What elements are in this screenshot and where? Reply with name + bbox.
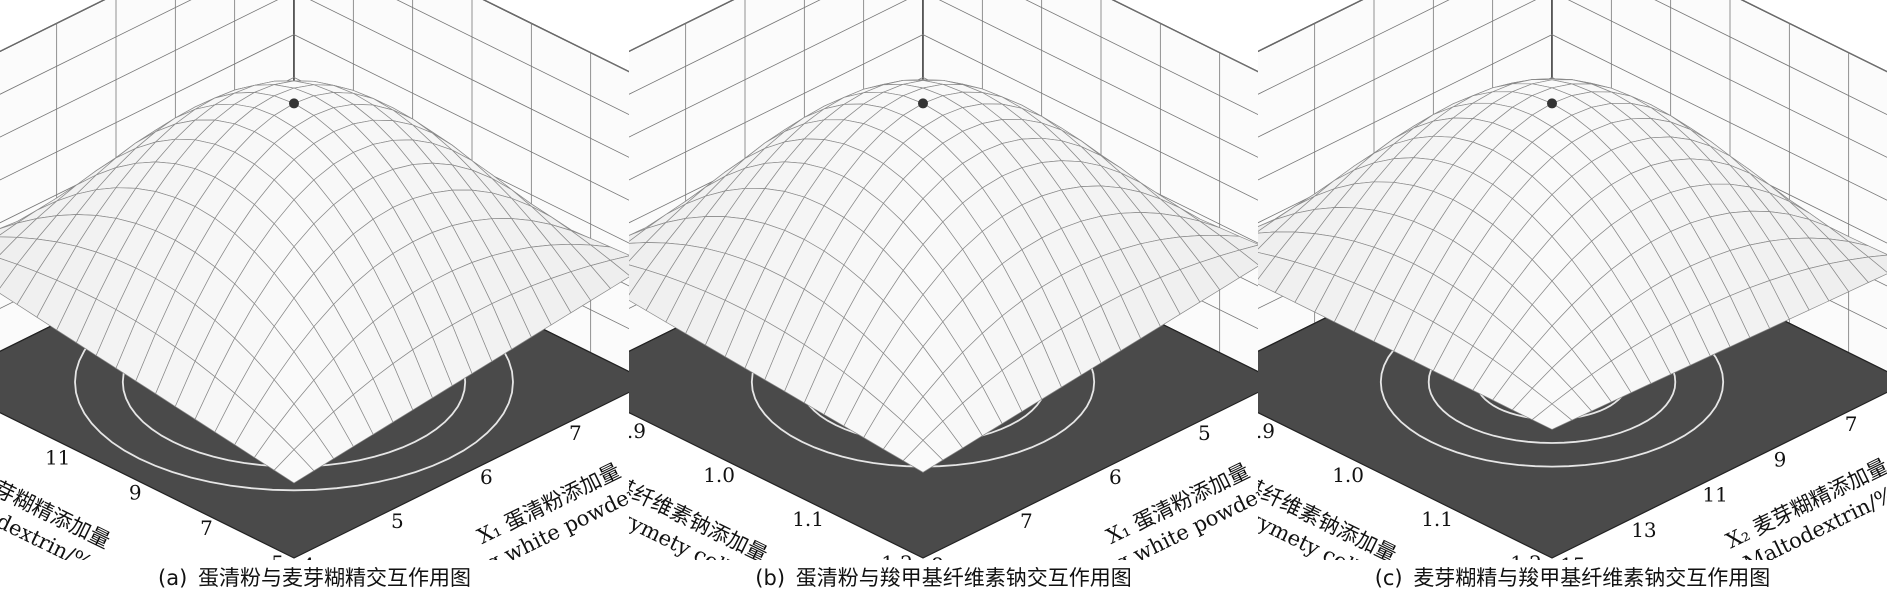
right-axis-tick-label: 7	[569, 421, 582, 445]
wall-grid-line	[1258, 34, 1887, 201]
left-axis-tick-label: 1.2	[1510, 551, 1542, 560]
right-axis-tick-label: 4	[302, 553, 315, 560]
left-axis-tick-label: 1.1	[1421, 507, 1453, 531]
left-axis-tick-label: 11	[45, 445, 70, 469]
left-axis-tick-label: 9	[129, 481, 142, 505]
left-axis-tick-label: 0.9	[1258, 419, 1275, 443]
wall-grid-line	[629, 0, 1258, 115]
response-surface	[629, 79, 1258, 473]
wall-grid-line	[1258, 0, 1887, 115]
caption-c-text: 麦芽糊精与羧甲基纤维素钠交互作用图	[1413, 566, 1771, 590]
wall-grid-line	[1258, 0, 1887, 158]
caption-b: (b) 蛋清粉与羧甲基纤维素钠交互作用图	[629, 562, 1258, 592]
wall-grid-line	[0, 0, 629, 158]
right-axis-tick-label: 6	[1109, 465, 1122, 489]
chart-panel-a: 82848688909294泡沫稳定性Foam stability/%15131…	[0, 0, 629, 600]
wall-grid-line	[0, 0, 629, 73]
left-axis-tick-label: 1.1	[792, 507, 824, 531]
surface-patch	[273, 449, 315, 484]
caption-c: (c) 麦芽糊精与羧甲基纤维素钠交互作用图	[1258, 562, 1887, 592]
right-axis-tick-label: 7	[1020, 509, 1033, 533]
surface-peak-point	[1547, 98, 1557, 109]
chart-panel-c: 82848688909294泡沫稳定性Foam stability/%0.80.…	[1258, 0, 1887, 600]
right-axis-tick-label: 5	[391, 509, 404, 533]
right-axis-tick-label: 13	[1631, 518, 1656, 542]
wall-grid-line	[0, 76, 629, 244]
caption-b-text: 蛋清粉与羧甲基纤维素钠交互作用图	[795, 566, 1132, 590]
wall-grid-line	[629, 0, 1258, 158]
right-axis-label: X₂ 麦芽糊精添加量Maltodextrin/%	[1722, 454, 1887, 560]
left-axis-tick-label: 5	[271, 551, 284, 560]
response-surface	[1258, 78, 1887, 430]
surface-peak-point	[918, 98, 928, 109]
wall-grid-line	[629, 34, 1258, 201]
caption-a-text: 蛋清粉与麦芽糊精交互作用图	[197, 566, 471, 590]
surface-peak-point	[289, 98, 299, 109]
chart-b-svg: 82848688909294泡沫稳定性Foam stability/%0.80.…	[629, 0, 1258, 560]
left-axis-label: X₂ 麦芽糊精添加量Maltodextrin/%	[0, 454, 114, 560]
left-axis-tick-label: 1.2	[881, 551, 913, 560]
chart-panel-b: 82848688909294泡沫稳定性Foam stability/%0.80.…	[629, 0, 1258, 600]
right-axis-tick-label: 15	[1560, 553, 1585, 560]
left-axis-tick-label: 1.0	[703, 463, 735, 487]
right-axis-tick-label: 8	[931, 553, 944, 560]
left-axis-tick-label: 0.9	[629, 419, 646, 443]
surface-patch	[1531, 403, 1573, 430]
right-axis-tick-label: 6	[480, 465, 493, 489]
right-axis-tick-label: 9	[1774, 447, 1787, 471]
left-axis-tick-label: 1.0	[1332, 463, 1364, 487]
right-axis-tick-label: 11	[1702, 483, 1727, 507]
wall-grid-line	[0, 0, 629, 115]
wall-grid-line	[629, 0, 1258, 73]
right-axis-tick-label: 7	[1845, 412, 1858, 436]
caption-c-label: (c)	[1374, 566, 1403, 590]
right-axis-tick-label: 5	[1198, 421, 1211, 445]
response-surface	[0, 80, 629, 484]
wall-grid-line	[0, 34, 629, 201]
left-axis-tick-label: 7	[200, 516, 213, 540]
wall-grid-line	[629, 76, 1258, 244]
chart-a-svg: 82848688909294泡沫稳定性Foam stability/%15131…	[0, 0, 629, 560]
wall-grid-line	[1258, 0, 1887, 73]
surface-patch	[902, 439, 944, 473]
chart-c-svg: 82848688909294泡沫稳定性Foam stability/%0.80.…	[1258, 0, 1887, 560]
caption-a-label: (a)	[158, 566, 188, 590]
caption-b-label: (b)	[755, 566, 786, 590]
caption-a: (a) 蛋清粉与麦芽糊精交互作用图	[0, 562, 629, 592]
